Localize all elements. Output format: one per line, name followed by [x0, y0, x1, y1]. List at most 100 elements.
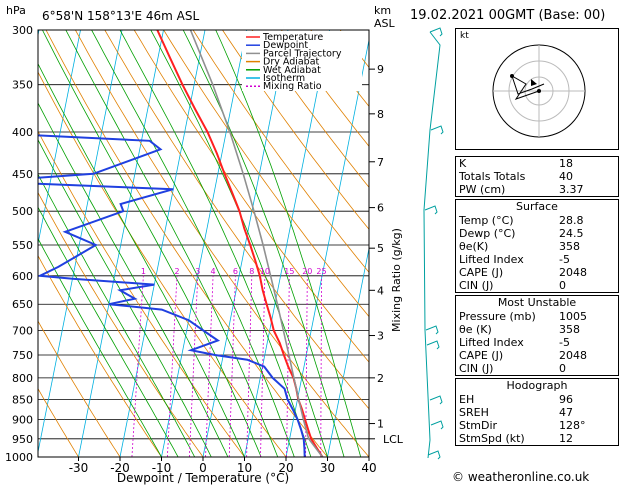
wind-barb [430, 420, 444, 430]
mixing-ratio-line [188, 275, 199, 457]
index-value: 40 [559, 170, 573, 183]
index-value: -5 [559, 253, 570, 266]
mixing-ratio-label: 3 [195, 267, 200, 276]
dry-adiabat-line [133, 30, 369, 363]
wind-barb [429, 395, 443, 405]
asl-unit-label: ASL [374, 17, 396, 30]
index-value: -5 [559, 336, 570, 349]
index-value: 358 [559, 323, 580, 336]
temperature-tick-label: 20 [278, 461, 293, 475]
dry-adiabat-line [75, 30, 369, 457]
index-value: 96 [559, 393, 573, 406]
wind-barb [430, 125, 444, 135]
legend-background [242, 31, 362, 91]
location-title: 6°58'N 158°13'E 46m ASL [42, 9, 199, 23]
isotherm-line [161, 30, 247, 457]
dry-adiabat-line [222, 30, 369, 230]
indices-panel: K 18 Totals Totals 40 PW (cm) 3.37 Surface … [455, 156, 619, 448]
index-row: θe(K) 358 [456, 240, 618, 253]
km-tick-label: 6 [377, 202, 384, 215]
index-value: 358 [559, 240, 580, 253]
mixing-ratio-label: 4 [211, 267, 216, 276]
surface-title: Surface [516, 200, 558, 213]
pressure-tick-label: 650 [12, 298, 33, 311]
index-row: Pressure (mb) 1005 [456, 310, 618, 323]
pressure-unit-label: hPa [6, 4, 26, 17]
isotherm-line [327, 246, 369, 457]
dry-adiabat-line [251, 30, 369, 188]
wet-adiabat-line [65, 30, 279, 457]
km-tick-label: 7 [377, 156, 384, 169]
index-label: PW (cm) [459, 183, 506, 196]
index-label: θe (K) [459, 323, 492, 336]
wet-adiabat-line [38, 206, 179, 457]
index-label: Dewp (°C) [459, 227, 516, 240]
legend-label: Temperature [262, 32, 323, 43]
wet-adiabat-line [119, 30, 312, 457]
hodograph-unit-label: kt [460, 31, 469, 41]
wet-adiabat-line [215, 30, 362, 457]
mixing-ratio-label: 15 [284, 267, 294, 276]
isotherm-line [38, 30, 123, 455]
wind-barb [424, 205, 438, 215]
index-row: SREH 47 [456, 406, 618, 419]
km-tick-label: 8 [377, 108, 384, 121]
mixing-ratio-label: 8 [249, 267, 254, 276]
series-parcel-trajectory [189, 30, 324, 457]
legend-label: Dewpoint [263, 40, 308, 51]
mixing-ratio-label: 1 [141, 267, 146, 276]
general-indices: K 18 Totals Totals 40 PW (cm) 3.37 [455, 156, 619, 197]
most-unstable-indices: Most Unstable Pressure (mb) 1005 θe (K) 35… [455, 295, 619, 376]
wet-adiabat-line [150, 30, 328, 457]
pressure-tick-label: 750 [12, 349, 33, 362]
index-row: K 18 [456, 157, 618, 170]
mixing-ratio-label: 6 [233, 267, 238, 276]
wind-barb [427, 450, 441, 460]
wind-barb [426, 340, 440, 350]
pressure-tick-label: 1000 [5, 451, 33, 464]
mixing-ratio-label: 25 [316, 267, 326, 276]
isotherm-line [38, 30, 81, 246]
index-row: Lifted Index -5 [456, 336, 618, 349]
km-tick-label: 5 [377, 242, 384, 255]
pressure-tick-label: 550 [12, 239, 33, 252]
pressure-tick-label: 450 [12, 168, 33, 181]
index-row: Lifted Index -5 [456, 253, 618, 266]
wind-profile-line [423, 31, 441, 459]
index-row: Totals Totals 40 [456, 170, 618, 183]
series-temperature [156, 30, 324, 457]
km-tick-label: 9 [377, 63, 384, 76]
km-tick-label: 3 [377, 330, 384, 343]
pressure-tick-label: 500 [12, 205, 33, 218]
series-dewpoint [38, 134, 306, 457]
index-label: StmSpd (kt) [459, 432, 525, 445]
index-row: CIN (J) 0 [456, 279, 618, 292]
index-row: θe (K) 358 [456, 323, 618, 336]
hodograph-point [510, 74, 514, 78]
storm-motion-marker [531, 79, 537, 86]
index-value: 18 [559, 157, 573, 170]
index-label: Totals Totals [459, 170, 526, 183]
temperature-tick-label: 40 [361, 461, 376, 475]
plot-frame [37, 29, 370, 458]
isotherm-line [244, 30, 330, 457]
index-label: CIN (J) [459, 362, 494, 375]
hodograph-panel: kt [455, 28, 619, 150]
pressure-tick-label: 900 [12, 414, 33, 427]
index-value: 12 [559, 432, 573, 445]
legend-label: Dry Adiabat [263, 57, 320, 68]
index-value: 128° [559, 419, 586, 432]
temperature-tick-label: 0 [199, 461, 207, 475]
wet-adiabat-line [91, 30, 295, 457]
pressure-tick-label: 850 [12, 393, 33, 406]
x-axis-label: Dewpoint / Temperature (°C) [117, 471, 289, 485]
mixing-ratio-label: 2 [174, 267, 179, 276]
wet-adiabat-line [182, 30, 345, 457]
temperature-tick-label: -20 [110, 461, 130, 475]
isotherm-line [202, 30, 289, 457]
temperature-tick-label: -30 [69, 461, 89, 475]
index-label: Lifted Index [459, 336, 524, 349]
index-value: 0 [559, 362, 566, 375]
most-unstable-title: Most Unstable [497, 296, 577, 309]
